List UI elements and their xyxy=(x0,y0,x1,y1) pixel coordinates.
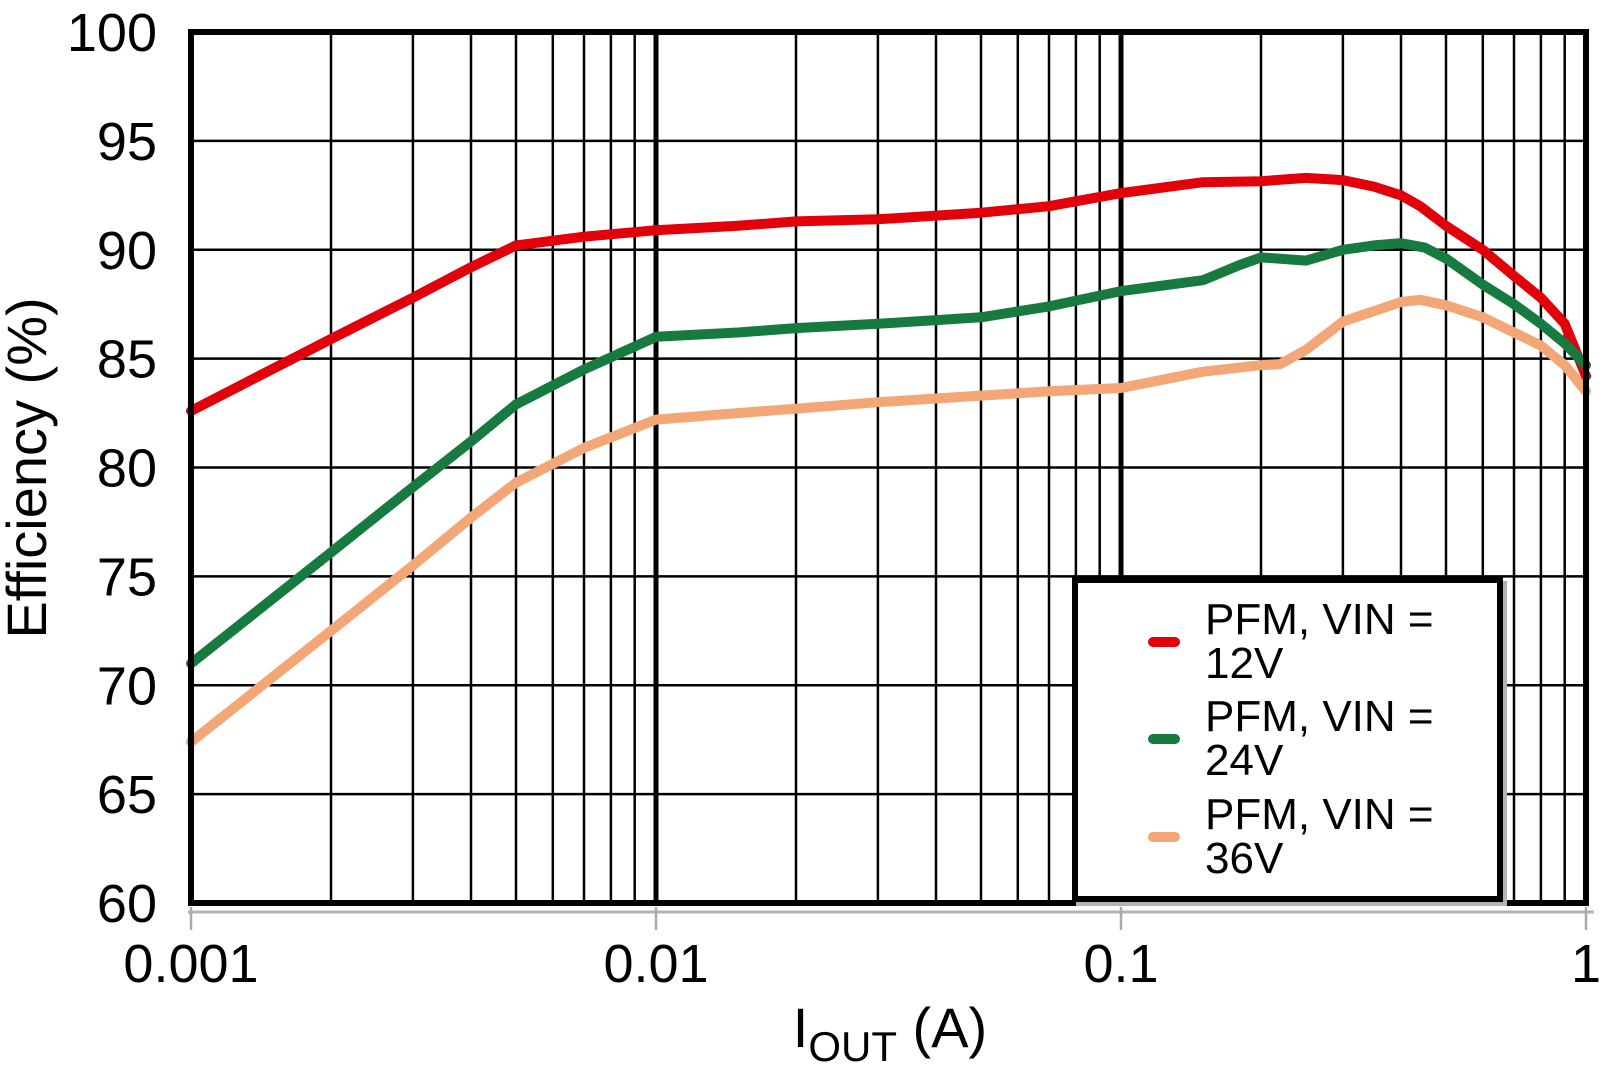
legend: PFM, VIN = 12V PFM, VIN = 24V PFM, VIN =… xyxy=(1072,577,1503,902)
y-axis-title: Efficiency (%) xyxy=(0,297,58,638)
x-tick-labels: 0.001 0.01 0.1 1 xyxy=(123,934,1601,994)
curves xyxy=(186,172,1591,747)
x-tick-label-0.1: 0.1 xyxy=(1083,934,1158,994)
y-tick-label-65: 65 xyxy=(97,765,157,825)
y-tick-label-90: 90 xyxy=(97,221,157,281)
y-tick-label-60: 60 xyxy=(97,874,157,934)
legend-item-pfm-vin-36v: PFM, VIN = 36V xyxy=(1148,793,1491,881)
x-axis-title-units: (A) xyxy=(897,996,987,1059)
x-axis-title-subscript: OUT xyxy=(808,1023,897,1065)
legend-label-pfm-vin-12v: PFM, VIN = 12V xyxy=(1205,594,1434,688)
y-tick-label-85: 85 xyxy=(97,330,157,390)
x-tick-label-0.01: 0.01 xyxy=(603,934,708,994)
y-tick-label-80: 80 xyxy=(97,439,157,499)
y-tick-label-75: 75 xyxy=(97,547,157,607)
legend-swatch-pfm-vin-36v-icon xyxy=(1148,832,1180,843)
legend-item-pfm-vin-24v: PFM, VIN = 24V xyxy=(1148,695,1491,783)
legend-item-pfm-vin-12v: PFM, VIN = 12V xyxy=(1148,594,1491,688)
curve-pfm-vin-12v xyxy=(186,172,1591,416)
x-axis-title: IOUT (A) xyxy=(793,996,987,1065)
legend-swatch-pfm-vin-12v-icon xyxy=(1148,636,1180,647)
x-tick-label-0.001: 0.001 xyxy=(123,934,258,994)
curve-pfm-vin-36v xyxy=(186,294,1591,747)
y-tick-label-100: 100 xyxy=(67,3,157,63)
legend-label-pfm-vin-24v: PFM, VIN = 24V xyxy=(1205,692,1434,786)
legend-label-pfm-vin-36v: PFM, VIN = 36V xyxy=(1205,790,1434,884)
y-tick-label-70: 70 xyxy=(97,656,157,716)
y-tick-labels: 60 65 70 75 80 85 90 95 100 xyxy=(67,3,157,934)
curve-pfm-vin-24v xyxy=(186,238,1591,669)
x-tick-label-1: 1 xyxy=(1571,934,1601,994)
axis-shadow xyxy=(188,907,1594,930)
y-tick-label-95: 95 xyxy=(97,112,157,172)
x-axis-title-symbol: I xyxy=(793,996,809,1059)
legend-swatch-pfm-vin-24v-icon xyxy=(1148,734,1180,745)
plot-border xyxy=(188,29,1589,906)
